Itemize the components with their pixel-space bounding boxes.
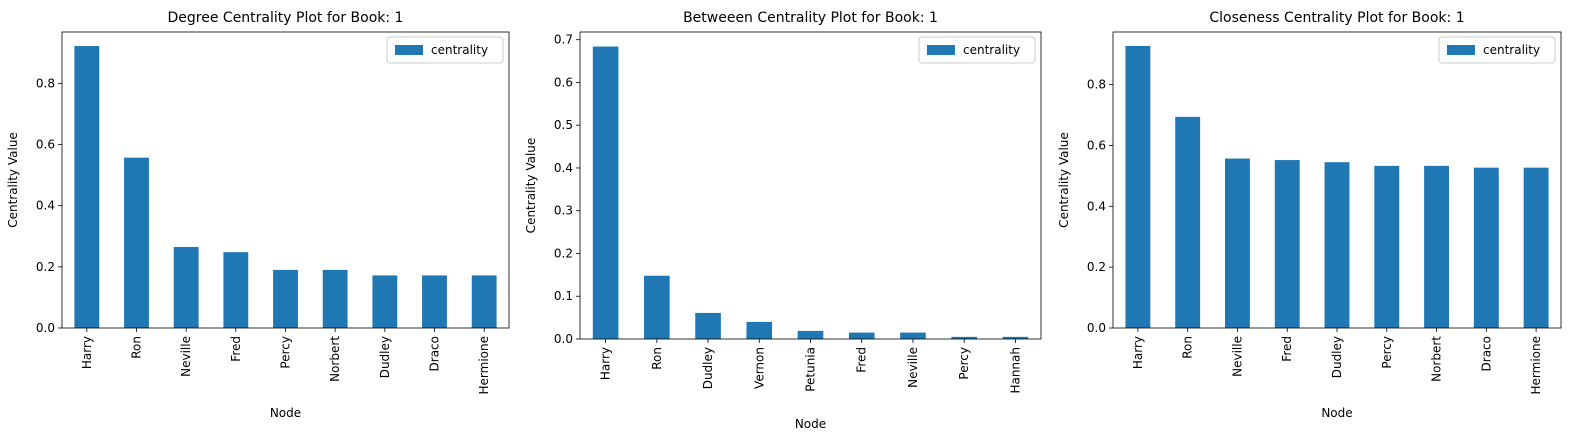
bar-vernon <box>746 321 773 339</box>
legend-label: centrality <box>963 43 1020 57</box>
x-tick-label: Percy <box>1380 336 1394 369</box>
legend-label: centrality <box>1483 43 1540 57</box>
bar-hermione <box>1523 167 1549 328</box>
y-axis-label: Centrality Value <box>6 132 20 228</box>
x-tick-label: Fred <box>855 347 869 373</box>
chart-3: Closeness Centrality Plot for Book: 1 0.0… <box>1057 10 1562 420</box>
legend-swatch <box>927 45 955 55</box>
x-tick-label: Draco <box>428 336 442 371</box>
bar-fred <box>223 252 249 328</box>
legend: centrality <box>386 36 504 64</box>
x-tick-label: Dudley <box>701 347 715 389</box>
x-tick-label: Ron <box>130 336 144 359</box>
x-tick-label: Ron <box>650 347 664 370</box>
y-tick-label: 0.0 <box>554 332 573 346</box>
x-tick-label: Fred <box>1280 336 1294 362</box>
y-tick-label: 0.8 <box>1087 78 1106 92</box>
chart-1: Degree Centrality Plot for Book: 1 0.0 0.2… <box>6 10 510 420</box>
legend-box <box>918 36 1036 64</box>
y-tick-label: 0.5 <box>554 118 573 132</box>
bar-neville <box>173 246 199 328</box>
x-tick-label: Fred <box>229 336 243 362</box>
bar-fred <box>848 332 875 339</box>
x-axis-label: Node <box>1321 406 1352 420</box>
legend: centrality <box>1438 36 1556 64</box>
y-tick-label: 0.1 <box>554 289 573 303</box>
legend-swatch <box>395 45 423 55</box>
bar-percy <box>1374 165 1400 328</box>
y-tick-label: 0.2 <box>1087 260 1106 274</box>
chart-2: Betweeen Centrality Plot for Book: 1 0.0 0… <box>524 10 1042 431</box>
legend: centrality <box>918 36 1036 64</box>
bar-harry <box>74 46 100 329</box>
bar-fred <box>1274 160 1300 328</box>
x-tick-label: Norbert <box>1430 336 1444 382</box>
x-tick-label: Harry <box>599 347 613 380</box>
y-tick-label: 0.2 <box>554 246 573 260</box>
y-tick-label: 0.4 <box>36 199 55 213</box>
chart-title: Betweeen Centrality Plot for Book: 1 <box>683 10 938 26</box>
y-tick-label: 0.4 <box>1087 199 1106 213</box>
bar-petunia <box>797 330 824 339</box>
x-tick-label: Hermione <box>1529 336 1543 394</box>
bar-hermione <box>471 275 497 328</box>
bar-percy <box>273 269 298 328</box>
x-tick-label: Norbert <box>328 336 342 382</box>
x-tick-label: Dudley <box>1330 336 1344 378</box>
chart-title: Closeness Centrality Plot for Book: 1 <box>1209 10 1464 26</box>
bar-neville <box>900 332 926 339</box>
chart-title: Degree Centrality Plot for Book: 1 <box>168 10 404 26</box>
y-tick-label: 0.0 <box>1087 321 1106 335</box>
x-tick-label: Percy <box>279 336 293 369</box>
x-tick-label: Harry <box>1131 336 1145 369</box>
y-tick-label: 0.3 <box>554 204 573 218</box>
x-tick-label: Hermione <box>477 336 491 394</box>
x-tick-label: Petunia <box>804 347 818 392</box>
x-tick-label: Neville <box>179 336 193 377</box>
bar-dudley <box>695 312 721 339</box>
bar-norbert <box>322 269 348 328</box>
bar-dudley <box>1324 162 1350 328</box>
bar-draco <box>1473 167 1499 328</box>
bar-percy <box>951 336 977 339</box>
bar-neville <box>1225 158 1250 328</box>
x-axis-label: Node <box>270 406 301 420</box>
x-tick-label: Draco <box>1479 336 1493 371</box>
x-tick-label: Hannah <box>1008 347 1022 394</box>
legend-swatch <box>1447 45 1475 55</box>
bar-ron <box>124 157 149 328</box>
y-tick-label: 0.6 <box>1087 138 1106 152</box>
x-tick-label: Percy <box>957 347 971 380</box>
x-tick-label: Vernon <box>752 347 766 389</box>
x-axis-label: Node <box>795 417 826 431</box>
y-tick-label: 0.6 <box>36 138 55 152</box>
x-tick-label: Neville <box>906 347 920 388</box>
x-tick-label: Dudley <box>378 336 392 378</box>
x-tick-label: Ron <box>1181 336 1195 359</box>
y-tick-label: 0.4 <box>554 161 573 175</box>
y-tick-label: 0.0 <box>36 321 55 335</box>
bar-ron <box>644 275 670 339</box>
bar-dudley <box>372 275 398 328</box>
bar-ron <box>1175 116 1201 328</box>
y-tick-label: 0.2 <box>36 260 55 274</box>
bar-harry <box>592 46 619 340</box>
bar-harry <box>1125 45 1151 328</box>
legend-box <box>386 36 504 64</box>
y-axis-label: Centrality Value <box>1057 132 1071 228</box>
legend-label: centrality <box>431 43 488 57</box>
legend-box <box>1438 36 1556 64</box>
y-tick-label: 0.6 <box>554 75 573 89</box>
y-tick-label: 0.8 <box>36 76 55 90</box>
y-axis-label: Centrality Value <box>524 138 538 234</box>
bar-norbert <box>1424 165 1449 328</box>
bar-hannah <box>1002 336 1029 339</box>
y-tick-label: 0.7 <box>554 33 573 47</box>
bar-draco <box>422 275 447 328</box>
x-tick-label: Harry <box>80 336 94 369</box>
x-tick-label: Neville <box>1230 336 1244 377</box>
